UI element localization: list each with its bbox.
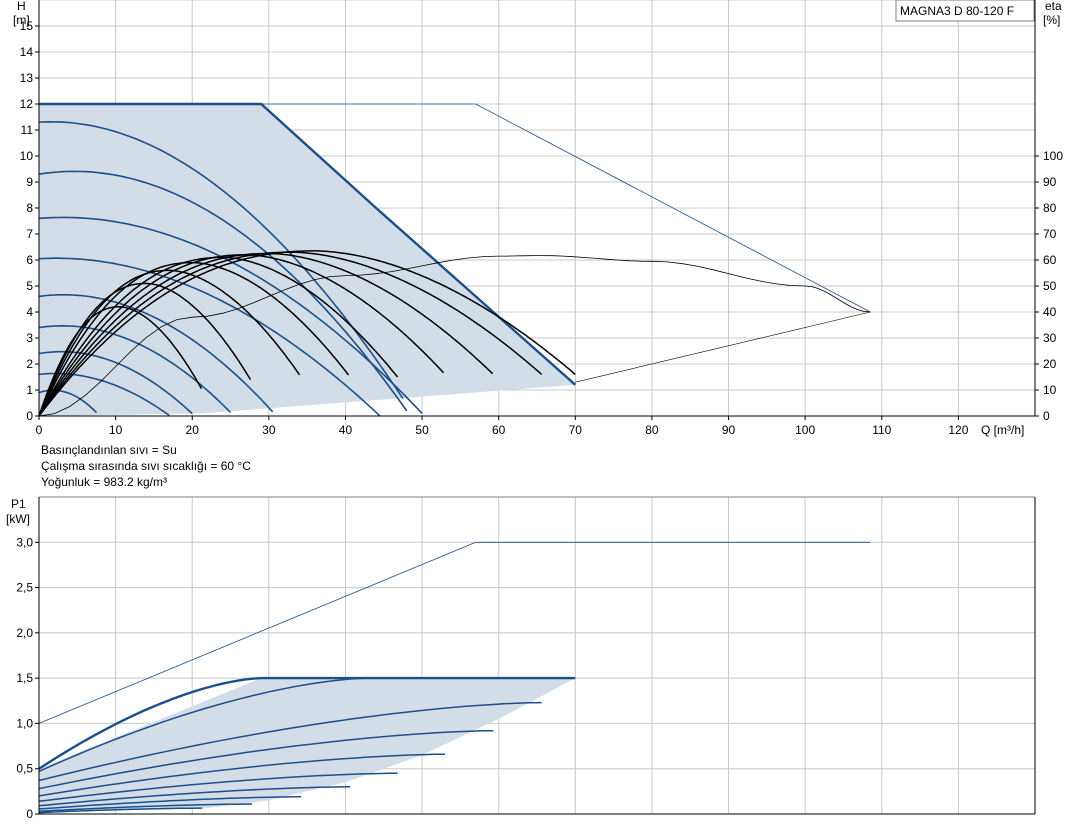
- head-tick-label: 14: [20, 45, 34, 59]
- efficiency-curve: [38, 269, 301, 417]
- head-tick-label: 5: [26, 279, 33, 293]
- power-speed-curve: [38, 729, 494, 790]
- power-chart-frame: [38, 496, 1036, 815]
- head-tick-label: 15: [20, 19, 34, 33]
- head-envelope: [39, 102, 871, 416]
- condition-fluid: Basınçlandınlan sıvı = Su: [41, 443, 177, 457]
- efficiency-curve-extended: [38, 255, 871, 417]
- head-axis-label-unit: [m]: [13, 13, 30, 27]
- max-head-line: [261, 103, 871, 313]
- efficiency-limit-line: [575, 311, 871, 383]
- eta-tick-label: 10: [1043, 383, 1057, 397]
- power-speed-curve: [38, 753, 446, 797]
- power-tick-label: 2,0: [16, 626, 33, 640]
- condition-temperature: Çalışma sırasında sıvı sıcaklığı = 60 °C: [41, 459, 251, 473]
- flow-tick-label: 100: [795, 423, 815, 437]
- flow-tick-label: 110: [872, 423, 891, 437]
- power-axis-label-unit: [kW]: [6, 512, 30, 526]
- power-speed-curve: [38, 701, 542, 782]
- flow-tick-label: 120: [948, 423, 968, 437]
- model-label: MAGNA3 D 80-120 F: [900, 4, 1014, 18]
- flow-tick-label: 80: [645, 423, 659, 437]
- head-speed-curve: [38, 350, 193, 415]
- eta-tick-label: 60: [1043, 253, 1057, 267]
- head-speed-curve: [38, 170, 408, 412]
- head-tick-label: 1: [26, 383, 33, 397]
- eta-tick-label: 20: [1043, 357, 1057, 371]
- max-speed-curve: [39, 102, 577, 386]
- flow-tick-label: 0: [36, 423, 43, 437]
- head-tick-label: 10: [20, 149, 34, 163]
- flow-tick-label: 30: [262, 423, 276, 437]
- power-tick-label: 2,5: [16, 581, 33, 595]
- flow-tick-label: 20: [186, 423, 200, 437]
- head-tick-label: 6: [26, 253, 33, 267]
- flow-tick-label: 10: [109, 423, 123, 437]
- head-tick-label: 8: [26, 201, 33, 215]
- efficiency-curve: [38, 282, 252, 417]
- head-speed-curve: [38, 216, 423, 414]
- power-speed-curve: [38, 772, 398, 803]
- model-label-box: [895, 0, 1035, 22]
- eta-tick-label: 0: [1043, 409, 1050, 423]
- power-curves: [38, 676, 542, 814]
- head-tick-label: 7: [26, 227, 33, 241]
- head-speed-curve: [38, 257, 381, 417]
- flow-tick-label: 40: [339, 423, 353, 437]
- eta-tick-label: 30: [1043, 331, 1057, 345]
- power-speed-curve: [38, 677, 369, 773]
- head-tick-label: 9: [26, 175, 33, 189]
- head-curves: [38, 120, 423, 417]
- head-tick-label: 2: [26, 357, 33, 371]
- power-speed-curve: [38, 786, 351, 807]
- power-tick-label: 3,0: [16, 535, 33, 549]
- power-tick-label: 1,0: [16, 716, 33, 730]
- condition-density: Yoğunluk = 983.2 kg/m³: [41, 475, 167, 489]
- power-speed-curve: [38, 796, 301, 810]
- flow-tick-label: 70: [569, 423, 583, 437]
- flow-tick-label: 50: [415, 423, 429, 437]
- head-speed-curve: [38, 120, 404, 399]
- power-axis-label-p1: P1: [11, 497, 26, 511]
- power-limit-line: [38, 541, 871, 724]
- power-speed-curve: [38, 803, 253, 813]
- head-tick-label: 11: [21, 123, 34, 137]
- eta-tick-label: 100: [1043, 149, 1063, 163]
- power-speed-curve: [38, 676, 262, 770]
- eta-tick-label: 50: [1043, 279, 1057, 293]
- head-chart-ticks: 0123456789101112131415010203040506070809…: [20, 19, 1064, 437]
- power-envelope: [38, 541, 871, 813]
- head-speed-curve: [38, 294, 274, 413]
- power-chart-ticks: 0 0,5 1,0 1,5 2,0 2,5 3,0: [16, 535, 39, 821]
- head-tick-label: 3: [26, 331, 33, 345]
- eta-axis-unit: [%]: [1043, 13, 1060, 27]
- eta-tick-label: 80: [1043, 201, 1057, 215]
- flow-axis-label: Q [m³/h]: [981, 423, 1024, 437]
- head-tick-label: 13: [20, 71, 34, 85]
- power-speed-curve: [38, 807, 203, 814]
- head-tick-label: 0: [26, 409, 33, 423]
- operating-envelope-area: [39, 104, 576, 416]
- efficiency-curve: [38, 306, 203, 417]
- power-tick-label: 0: [26, 807, 33, 821]
- eta-tick-label: 70: [1043, 227, 1057, 241]
- eta-axis-label: eta: [1045, 0, 1062, 13]
- flow-tick-label: 60: [492, 423, 506, 437]
- power-tick-label: 1,5: [16, 671, 33, 685]
- efficiency-curve: [38, 250, 576, 417]
- eta-tick-label: 90: [1043, 175, 1057, 189]
- head-tick-label: 4: [26, 305, 33, 319]
- flow-tick-label: 90: [722, 423, 736, 437]
- efficiency-curves: [38, 250, 871, 417]
- eta-tick-label: 40: [1043, 305, 1057, 319]
- head-axis-label-h: H: [17, 0, 26, 13]
- power-tick-label: 0,5: [16, 762, 33, 776]
- head-tick-label: 12: [20, 97, 34, 111]
